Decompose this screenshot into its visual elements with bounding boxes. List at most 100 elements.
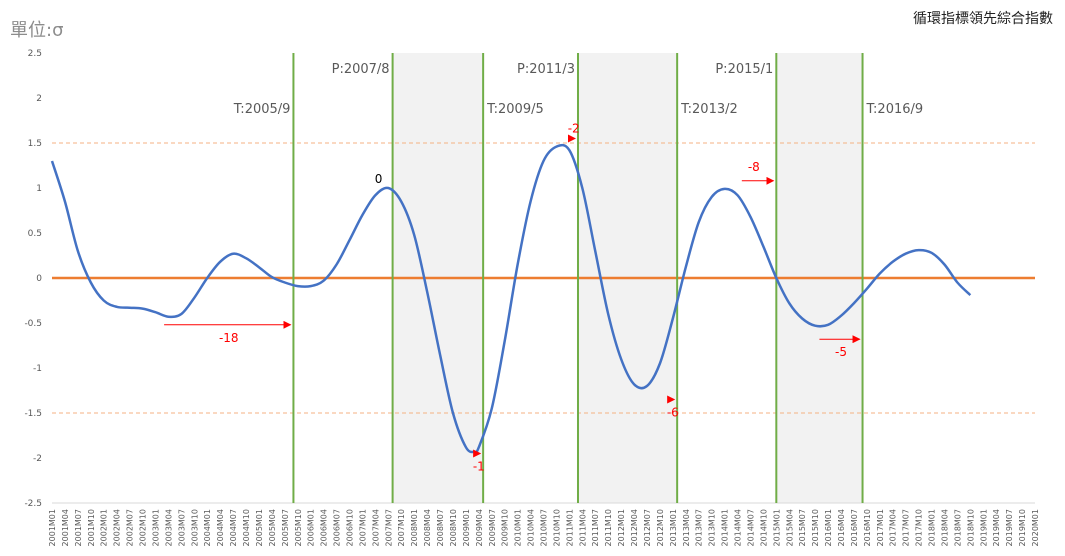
x-tick-label: 2005M04 [268, 509, 277, 546]
x-axis-ticks: 2001M01 2001M04 2001M07 2001M10 2002M01 2002M… [48, 509, 1040, 546]
lead-annotations: -18 0 -1 -2 -6 -8 -5 [164, 122, 861, 474]
x-tick-label: 2015M07 [798, 509, 807, 546]
x-tick-label: 2012M07 [643, 509, 652, 546]
x-tick-label: 2010M07 [540, 509, 549, 546]
x-tick-label: 2006M07 [333, 509, 342, 546]
turning-label: P:2007/8 [332, 62, 390, 77]
x-tick-label: 2004M01 [203, 509, 212, 546]
x-tick-label: 2003M01 [151, 509, 160, 546]
lead-label: -1 [473, 460, 485, 474]
x-tick-label: 2011M01 [565, 509, 574, 546]
y-tick-label: -1.5 [24, 409, 42, 419]
x-tick-label: 2017M07 [902, 509, 911, 546]
x-tick-label: 2003M04 [164, 509, 173, 546]
x-tick-label: 2004M04 [216, 509, 225, 546]
lead-label: -8 [748, 160, 760, 174]
x-tick-label: 2019M01 [979, 509, 988, 546]
chart-title: 循環指標領先綜合指數 [913, 11, 1053, 27]
x-tick-label: 2013M07 [695, 509, 704, 546]
x-tick-label: 2003M10 [190, 509, 199, 546]
y-tick-label: 2.5 [28, 49, 42, 59]
x-tick-label: 2006M04 [320, 509, 329, 546]
x-tick-label: 2019M07 [1005, 509, 1014, 546]
x-tick-label: 2004M10 [242, 509, 251, 546]
x-tick-label: 2016M04 [837, 509, 846, 546]
x-tick-label: 2001M10 [87, 509, 96, 546]
x-tick-label: 2010M10 [552, 509, 561, 546]
x-tick-label: 2002M07 [126, 509, 135, 546]
turning-label: T:2016/9 [866, 102, 924, 117]
x-tick-label: 2012M01 [617, 509, 626, 546]
x-tick-label: 2005M01 [255, 509, 264, 546]
y-tick-label: 1.5 [28, 139, 42, 149]
x-tick-label: 2009M10 [501, 509, 510, 546]
x-tick-label: 2013M10 [708, 509, 717, 546]
x-tick-label: 2006M01 [307, 509, 316, 546]
x-tick-label: 2018M04 [940, 509, 949, 546]
turning-label: P:2011/3 [517, 62, 575, 77]
unit-label: 單位:σ [10, 20, 64, 41]
x-tick-label: 2012M04 [630, 509, 639, 546]
x-tick-label: 2013M01 [669, 509, 678, 546]
x-tick-label: 2014M07 [746, 509, 755, 546]
x-tick-label: 2008M07 [436, 509, 445, 546]
x-tick-label: 2008M04 [423, 509, 432, 546]
y-tick-label: 1 [36, 184, 42, 194]
x-tick-label: 2013M04 [682, 509, 691, 546]
x-tick-label: 2002M01 [100, 509, 109, 546]
x-tick-label: 2007M07 [384, 509, 393, 546]
x-tick-label: 2011M07 [591, 509, 600, 546]
x-tick-label: 2007M04 [371, 509, 380, 546]
turning-label: P:2015/1 [715, 62, 773, 77]
x-tick-label: 2016M07 [850, 509, 859, 546]
x-tick-label: 2010M01 [514, 509, 523, 546]
y-tick-label: 0 [36, 274, 42, 284]
turning-label: T:2009/5 [486, 102, 544, 117]
x-tick-label: 2001M01 [48, 509, 57, 546]
turning-label: T:2013/2 [680, 102, 738, 117]
x-tick-label: 2018M10 [966, 509, 975, 546]
x-tick-label: 2015M10 [811, 509, 820, 546]
lead-label: -18 [219, 331, 239, 345]
x-tick-label: 2001M04 [61, 509, 70, 546]
x-tick-label: 2014M04 [734, 509, 743, 546]
x-tick-label: 2017M01 [876, 509, 885, 546]
x-tick-label: 2004M07 [229, 509, 238, 546]
y-tick-label: -1 [33, 364, 42, 374]
x-tick-label: 2008M10 [449, 509, 458, 546]
x-tick-label: 2012M10 [656, 509, 665, 546]
x-tick-label: 2014M01 [721, 509, 730, 546]
x-tick-label: 2007M01 [358, 509, 367, 546]
y-tick-label: 0.5 [28, 229, 42, 239]
x-tick-label: 2002M04 [113, 509, 122, 546]
x-tick-label: 2017M10 [915, 509, 924, 546]
lead-label: -5 [835, 345, 847, 359]
x-tick-label: 2009M07 [488, 509, 497, 546]
y-tick-label: -2 [33, 454, 42, 464]
lead-label: -2 [568, 122, 580, 136]
x-tick-label: 2015M01 [772, 509, 781, 546]
x-tick-label: 2011M10 [604, 509, 613, 546]
x-tick-label: 2005M10 [294, 509, 303, 546]
x-tick-label: 2009M01 [462, 509, 471, 546]
turning-label: T:2005/9 [233, 102, 291, 117]
x-tick-label: 2018M07 [953, 509, 962, 546]
x-tick-label: 2005M07 [281, 509, 290, 546]
lead-label: 0 [375, 172, 383, 186]
y-axis-ticks: 2.5 2 1.5 1 0.5 0 -0.5 -1 -1.5 -2 -2.5 [24, 49, 42, 509]
x-tick-label: 2014M10 [759, 509, 768, 546]
y-tick-label: 2 [36, 94, 42, 104]
x-tick-label: 2016M01 [824, 509, 833, 546]
lead-label: -6 [667, 406, 679, 420]
x-tick-label: 2001M07 [74, 509, 83, 546]
y-tick-label: -0.5 [24, 319, 42, 329]
x-tick-label: 2006M10 [345, 509, 354, 546]
x-tick-label: 2011M04 [578, 509, 587, 546]
x-tick-label: 2007M10 [397, 509, 406, 546]
x-tick-label: 2010M04 [527, 509, 536, 546]
series-line-0 [50, 143, 972, 454]
x-tick-label: 2019M10 [1018, 509, 1027, 546]
x-tick-label: 2003M07 [177, 509, 186, 546]
